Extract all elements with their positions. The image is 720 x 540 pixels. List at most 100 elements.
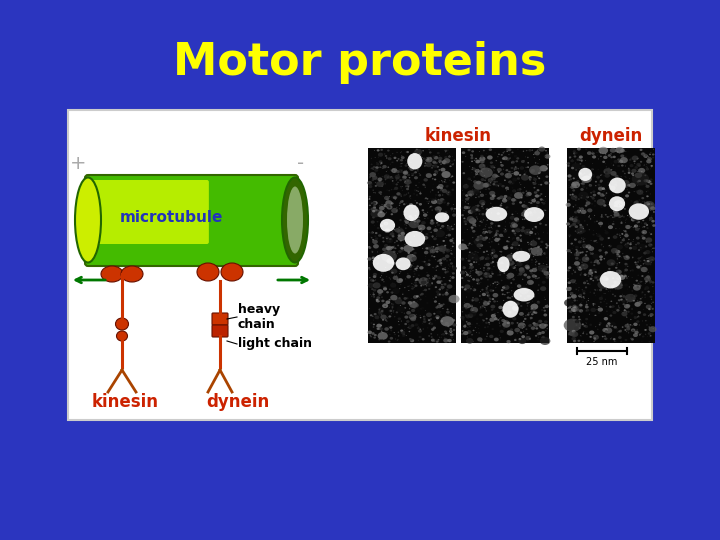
- Ellipse shape: [506, 199, 509, 201]
- Ellipse shape: [447, 339, 451, 342]
- Ellipse shape: [530, 202, 532, 204]
- Ellipse shape: [514, 253, 516, 254]
- Ellipse shape: [390, 164, 391, 165]
- Ellipse shape: [585, 325, 588, 328]
- Ellipse shape: [533, 322, 536, 325]
- Ellipse shape: [636, 163, 641, 166]
- Ellipse shape: [585, 254, 588, 256]
- Ellipse shape: [593, 191, 595, 193]
- Ellipse shape: [438, 192, 439, 193]
- Ellipse shape: [641, 172, 644, 174]
- Ellipse shape: [417, 301, 418, 302]
- Ellipse shape: [462, 214, 464, 217]
- Ellipse shape: [481, 157, 483, 159]
- Ellipse shape: [625, 245, 629, 248]
- Ellipse shape: [651, 203, 653, 205]
- Ellipse shape: [533, 308, 536, 310]
- Ellipse shape: [618, 234, 620, 235]
- Ellipse shape: [376, 163, 379, 165]
- Ellipse shape: [622, 170, 624, 172]
- Ellipse shape: [396, 170, 400, 173]
- Ellipse shape: [482, 183, 489, 188]
- Ellipse shape: [461, 258, 464, 260]
- Ellipse shape: [400, 228, 402, 230]
- Ellipse shape: [470, 271, 472, 272]
- Ellipse shape: [543, 307, 545, 308]
- Ellipse shape: [625, 194, 629, 198]
- Ellipse shape: [629, 162, 631, 164]
- Ellipse shape: [610, 148, 616, 153]
- Ellipse shape: [613, 338, 616, 340]
- Ellipse shape: [378, 190, 380, 192]
- Ellipse shape: [544, 154, 551, 159]
- Ellipse shape: [575, 204, 577, 206]
- Ellipse shape: [600, 271, 621, 288]
- Ellipse shape: [422, 248, 423, 249]
- Ellipse shape: [405, 181, 406, 182]
- Ellipse shape: [519, 201, 522, 204]
- Ellipse shape: [406, 320, 410, 323]
- Ellipse shape: [379, 160, 382, 163]
- Ellipse shape: [539, 323, 546, 329]
- Ellipse shape: [440, 216, 442, 218]
- Ellipse shape: [647, 202, 650, 205]
- Ellipse shape: [586, 182, 588, 183]
- Ellipse shape: [371, 164, 373, 165]
- Ellipse shape: [636, 280, 638, 282]
- Ellipse shape: [444, 292, 449, 295]
- Ellipse shape: [536, 238, 537, 239]
- Ellipse shape: [487, 254, 489, 255]
- Ellipse shape: [420, 299, 422, 300]
- Ellipse shape: [606, 166, 607, 167]
- Ellipse shape: [502, 323, 506, 326]
- Ellipse shape: [369, 204, 371, 206]
- Ellipse shape: [628, 170, 631, 172]
- Ellipse shape: [420, 293, 424, 295]
- Ellipse shape: [444, 330, 447, 333]
- Ellipse shape: [425, 197, 427, 199]
- Ellipse shape: [619, 235, 621, 237]
- Ellipse shape: [396, 207, 397, 208]
- Ellipse shape: [613, 235, 618, 239]
- Ellipse shape: [479, 333, 480, 334]
- Ellipse shape: [614, 184, 618, 187]
- Ellipse shape: [613, 282, 623, 289]
- Ellipse shape: [544, 210, 545, 211]
- Ellipse shape: [431, 284, 433, 285]
- Ellipse shape: [591, 253, 594, 255]
- Ellipse shape: [523, 321, 525, 322]
- Ellipse shape: [418, 191, 419, 192]
- Ellipse shape: [532, 212, 533, 213]
- Ellipse shape: [585, 201, 590, 205]
- Ellipse shape: [497, 262, 499, 264]
- Ellipse shape: [484, 273, 487, 275]
- Ellipse shape: [487, 178, 493, 182]
- Ellipse shape: [528, 211, 532, 214]
- Ellipse shape: [221, 263, 243, 281]
- Ellipse shape: [534, 157, 535, 158]
- Ellipse shape: [485, 194, 487, 195]
- Ellipse shape: [624, 198, 626, 199]
- Ellipse shape: [585, 304, 588, 306]
- Ellipse shape: [473, 288, 476, 291]
- Ellipse shape: [583, 248, 585, 249]
- Ellipse shape: [444, 245, 446, 246]
- Ellipse shape: [590, 196, 592, 197]
- Ellipse shape: [369, 265, 370, 267]
- Ellipse shape: [466, 272, 467, 273]
- Ellipse shape: [454, 257, 455, 258]
- Ellipse shape: [585, 181, 586, 182]
- Ellipse shape: [415, 314, 417, 315]
- Ellipse shape: [426, 283, 428, 284]
- Ellipse shape: [386, 276, 387, 277]
- Ellipse shape: [581, 238, 582, 239]
- Ellipse shape: [502, 293, 504, 295]
- Ellipse shape: [426, 272, 428, 273]
- Ellipse shape: [517, 259, 519, 261]
- Ellipse shape: [373, 273, 377, 276]
- Ellipse shape: [423, 178, 428, 181]
- Ellipse shape: [571, 330, 573, 332]
- Ellipse shape: [447, 330, 448, 332]
- Ellipse shape: [464, 220, 467, 222]
- Ellipse shape: [570, 194, 572, 195]
